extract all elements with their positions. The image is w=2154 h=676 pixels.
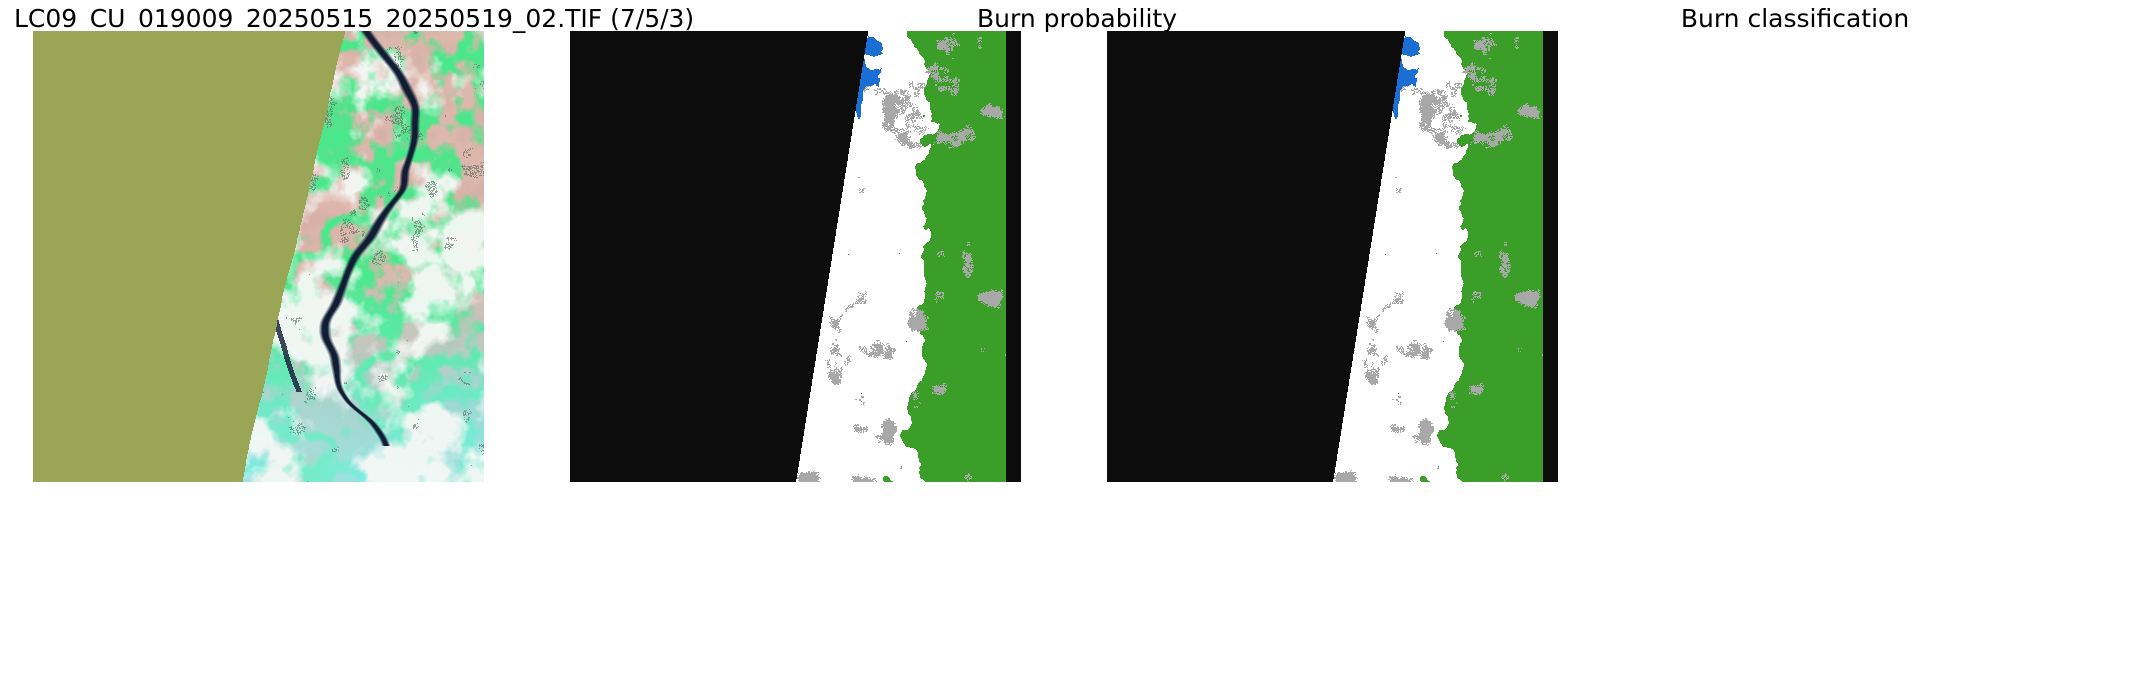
panel-burn-classification: Burn classification bbox=[1436, 0, 2154, 676]
panel-burn-probability: Burn probability bbox=[718, 0, 1436, 676]
panel-burn-classification-title: Burn classification bbox=[1680, 4, 1910, 33]
panel-scene-title: LC09_CU_019009_20250515_20250519_02.TIF … bbox=[14, 4, 695, 33]
raster-scene-composite bbox=[33, 31, 484, 482]
panel-burn-probability-title: Burn probability bbox=[976, 4, 1177, 33]
image-axes-scene bbox=[33, 31, 484, 482]
image-axes-burn-classification bbox=[1107, 31, 1558, 482]
image-axes-burn-probability bbox=[570, 31, 1021, 482]
panel-scene: LC09_CU_019009_20250515_20250519_02.TIF … bbox=[0, 0, 718, 676]
raster-burn-probability bbox=[570, 31, 1021, 482]
raster-burn-classification bbox=[1107, 31, 1558, 482]
